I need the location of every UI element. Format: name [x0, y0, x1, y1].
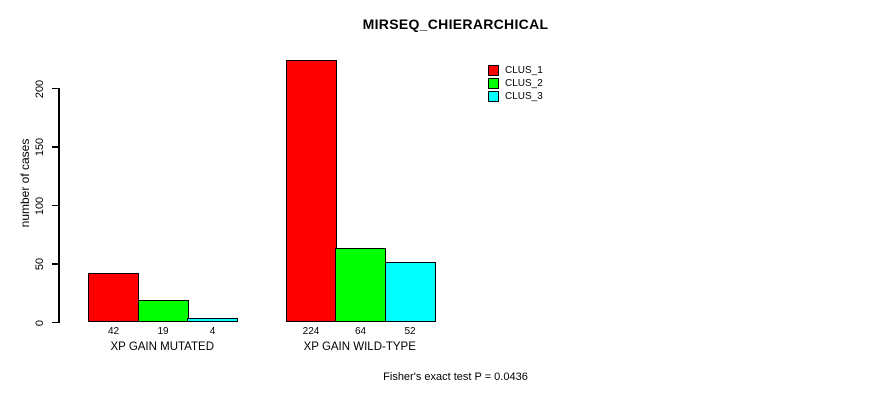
bar-clus_1-2: [285, 60, 337, 323]
legend-label: CLUS_2: [505, 78, 543, 89]
bar-value-label: 42: [107, 326, 120, 337]
bar-clus_2-1: [137, 300, 189, 323]
bar-value-label: 52: [404, 326, 416, 337]
bar-value-label: 4: [209, 326, 216, 337]
chart-title: MIRSEQ_CHIERARCHICAL: [362, 16, 549, 32]
legend-swatch: [488, 65, 499, 76]
y-tick-label: 100: [34, 196, 46, 215]
y-tick-label: 0: [34, 319, 46, 326]
y-tick-mark: [52, 263, 59, 265]
legend-item: CLUS_1: [488, 64, 543, 77]
x-category-label: XP GAIN WILD-TYPE: [303, 341, 416, 353]
bar-clus_2-2: [335, 247, 386, 323]
legend-label: CLUS_3: [505, 91, 543, 102]
bar-clus_1-1: [88, 273, 139, 323]
y-tick-mark: [52, 87, 59, 90]
y-tick-label: 150: [34, 137, 46, 157]
y-tick-label: 200: [34, 79, 46, 98]
bar-clus_3-1: [187, 317, 238, 323]
fisher-test-annotation: Fisher's exact test P = 0.0436: [383, 371, 528, 383]
legend: CLUS_1 CLUS_2 CLUS_3: [488, 64, 543, 103]
legend-item: CLUS_2: [488, 77, 543, 90]
y-tick-mark: [52, 146, 59, 148]
bar-clus_3-2: [384, 261, 436, 323]
y-axis-label: number of cases: [18, 138, 32, 228]
bar-value-label: 64: [354, 326, 367, 337]
y-tick-mark: [52, 204, 59, 207]
bar-value-label: 224: [302, 326, 320, 337]
x-category-label: XP GAIN MUTATED: [110, 341, 215, 353]
bar-value-label: 19: [157, 326, 169, 337]
legend-label: CLUS_1: [505, 65, 543, 76]
y-tick-label: 50: [34, 257, 46, 271]
y-tick-mark: [52, 321, 59, 324]
legend-item: CLUS_3: [488, 90, 543, 103]
legend-swatch: [488, 91, 499, 102]
legend-swatch: [488, 78, 499, 89]
